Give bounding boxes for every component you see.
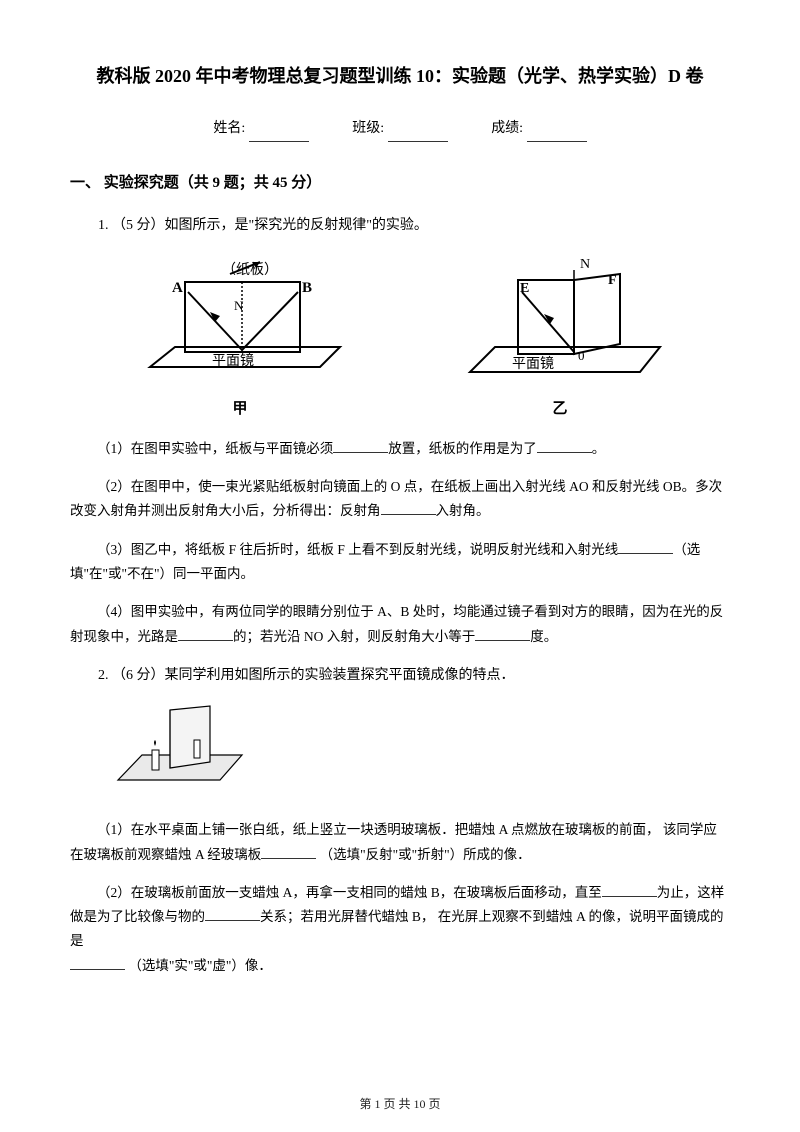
q1-figures: A B N （纸板） 平面镜 甲 N: [70, 252, 730, 423]
class-label: 班级:: [352, 121, 384, 136]
figure-yi-svg: N E F 0 平面镜: [450, 252, 670, 392]
q1-p1: （1）在图甲实验中，纸板与平面镜必须放置，纸板的作用是为了。: [70, 437, 730, 461]
blank[interactable]: [475, 626, 530, 641]
svg-text:N: N: [234, 298, 244, 313]
q2-figure-svg: [110, 700, 250, 795]
blank[interactable]: [205, 906, 260, 921]
score-blank[interactable]: [527, 125, 587, 142]
q1-p2: （2）在图甲中，使一束光紧贴纸板射向镜面上的 O 点，在纸板上画出入射光线 AO…: [70, 475, 730, 524]
svg-text:F: F: [608, 273, 617, 288]
blank[interactable]: [333, 438, 388, 453]
q2-stem: 2. （6 分）某同学利用如图所示的实验装置探究平面镜成像的特点．: [70, 663, 730, 688]
svg-text:E: E: [520, 281, 529, 296]
figure-yi-caption: 乙: [552, 396, 567, 423]
svg-text:0: 0: [578, 348, 585, 363]
page: 教科版 2020 年中考物理总复习题型训练 10：实验题（光学、热学实验）D 卷…: [0, 0, 800, 1132]
figure-jia-caption: 甲: [232, 396, 247, 423]
figure-yi: N E F 0 平面镜 乙: [420, 252, 700, 423]
score-label: 成绩:: [491, 121, 523, 136]
svg-text:（纸板）: （纸板）: [222, 262, 278, 278]
info-line: 姓名: 班级: 成绩:: [70, 116, 730, 141]
blank[interactable]: [618, 539, 673, 554]
q2-p1: （1）在水平桌面上铺一张白纸，纸上竖立一块透明玻璃板．把蜡烛 A 点燃放在玻璃板…: [70, 818, 730, 867]
svg-text:N: N: [580, 257, 590, 272]
q1-p3: （3）图乙中，将纸板 F 往后折时，纸板 F 上看不到反射光线，说明反射光线和入…: [70, 538, 730, 587]
q2-figure: [110, 700, 730, 804]
q1-p4: （4）图甲实验中，有两位同学的眼睛分别位于 A、B 处时，均能通过镜子看到对方的…: [70, 600, 730, 649]
q1-stem: 1. （5 分）如图所示，是"探究光的反射规律"的实验。: [70, 213, 730, 238]
section-heading: 一、 实验探究题（共 9 题；共 45 分）: [70, 170, 730, 197]
q2-p2: （2）在玻璃板前面放一支蜡烛 A，再拿一支相同的蜡烛 B，在玻璃板后面移动，直至…: [70, 881, 730, 978]
svg-text:平面镜: 平面镜: [212, 353, 254, 369]
name-blank[interactable]: [249, 125, 309, 142]
page-title: 教科版 2020 年中考物理总复习题型训练 10：实验题（光学、热学实验）D 卷: [70, 60, 730, 92]
blank[interactable]: [537, 438, 592, 453]
svg-text:A: A: [172, 280, 183, 296]
name-label: 姓名:: [213, 121, 245, 136]
svg-text:平面镜: 平面镜: [512, 356, 554, 372]
figure-jia-svg: A B N （纸板） 平面镜: [130, 252, 350, 392]
class-blank[interactable]: [388, 125, 448, 142]
figure-jia: A B N （纸板） 平面镜 甲: [100, 252, 380, 423]
blank[interactable]: [178, 626, 233, 641]
blank[interactable]: [261, 844, 316, 859]
blank[interactable]: [381, 500, 436, 515]
svg-text:B: B: [302, 280, 312, 296]
page-footer: 第 1 页 共 10 页: [0, 1094, 800, 1116]
blank[interactable]: [602, 882, 657, 897]
blank[interactable]: [70, 955, 125, 970]
